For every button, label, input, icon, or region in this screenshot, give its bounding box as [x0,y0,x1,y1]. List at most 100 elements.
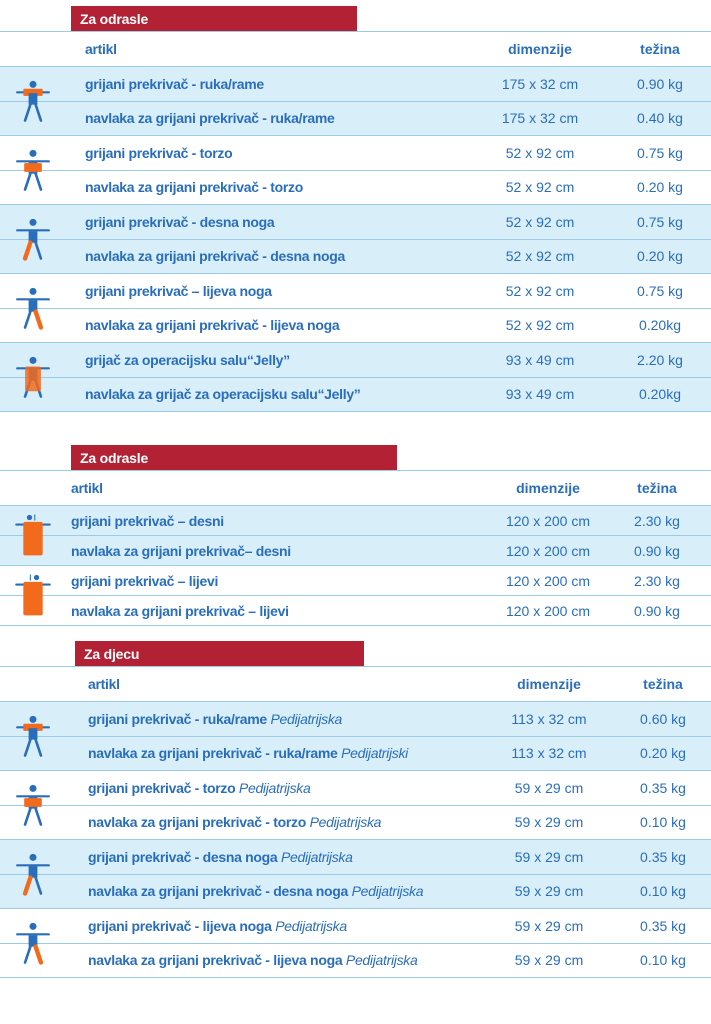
item-name: grijani prekrivač - lijeva noga Pedijatr… [88,918,347,934]
item-variant: Pedijatrijska [351,883,424,900]
table-row: navlaka za grijani prekrivač - torzo Ped… [0,806,711,840]
item-name: navlaka za grijani prekrivač– desni [71,543,291,559]
item-name-text: grijač za operacijsku salu“Jelly” [85,351,290,368]
item-weight: 0.20kg [638,386,682,403]
right-leg-body-icon [16,218,50,261]
item-name: grijani prekrivač - torzo Pedijatrijska [88,780,311,796]
item-dimensions: 52 x 92 cm [505,282,575,299]
item-weight: 2.30 kg [634,512,680,529]
table-row: navlaka za grijani prekrivač - desna nog… [0,874,711,909]
item-name: navlaka za grijani prekrivač - torzo Ped… [88,814,381,830]
item-name-text: navlaka za grijani prekrivač - lijeva no… [88,952,343,969]
item-weight: 0.40 kg [637,110,683,127]
table-row: grijani prekrivač - ruka/rame Pedijatrij… [0,702,711,737]
product-table: artikl dimenzije težina grijani prekriva… [0,666,711,978]
item-name: grijani prekrivač – desni [71,513,224,529]
section-title: Za odrasle [71,445,397,470]
item-name-text: grijani prekrivač - torzo [85,144,233,161]
header-dimenzije: dimenzije [508,41,572,57]
item-variant: Pedijatrijska [270,710,343,727]
left-leg-body-icon [16,287,50,330]
item-name: grijani prekrivač – lijeva noga [85,283,272,299]
header-dimenzije: dimenzije [516,480,580,496]
table-row: navlaka za grijani prekrivač - ruka/rame… [0,736,711,771]
item-dimensions: 52 x 92 cm [505,144,575,161]
item-name: navlaka za grijani prekrivač - desna nog… [88,883,424,900]
item-dimensions: 59 x 29 cm [514,917,584,934]
item-name: grijani prekrivač - ruka/rame [85,76,264,92]
item-name-text: navlaka za grijani prekrivač - desna nog… [85,248,346,265]
item-name: navlaka za grijani prekrivač - torzo [85,179,303,195]
item-name-text: navlaka za grijani prekrivač - ruka/rame [88,745,338,762]
item-weight: 0.75 kg [637,282,683,299]
header-dimenzije: dimenzije [517,676,581,692]
item-name-text: navlaka za grijani prekrivač - desna nog… [88,883,349,900]
item-weight: 2.30 kg [634,572,680,589]
product-group: grijani prekrivač - torzo 52 x 92 cm 0.7… [0,136,711,205]
right-leg-body-icon [16,853,50,896]
item-name: navlaka za grijani prekrivač – lijevi [71,603,289,619]
product-group: grijani prekrivač - desna noga Pedijatri… [0,840,711,909]
item-name: grijani prekrivač - torzo [85,144,233,161]
item-weight: 0.10 kg [640,814,686,831]
table-row: grijani prekrivač – lijevi 120 x 200 cm … [0,566,711,596]
item-name-text: grijani prekrivač – desni [71,512,224,529]
product-table: artikl dimenzije težina grijani prekriva… [0,470,711,626]
item-dimensions: 113 x 32 cm [511,745,587,762]
product-group: grijač za operacijsku salu“Jelly” 93 x 4… [0,343,711,412]
header-tezina: težina [637,480,677,496]
table-row: grijani prekrivač – lijeva noga 52 x 92 … [0,274,711,309]
item-dimensions: 59 x 29 cm [514,814,584,831]
side-left-body-icon [15,574,51,616]
item-dimensions: 120 x 200 cm [505,602,591,619]
product-group: grijani prekrivač – desni 120 x 200 cm 2… [0,506,711,566]
item-name-text: navlaka za grijani prekrivač - ruka/rame [85,110,335,127]
header-tezina: težina [640,41,680,57]
item-name: grijani prekrivač - desna noga [85,214,275,230]
product-group: grijani prekrivač - desna noga 52 x 92 c… [0,205,711,274]
table-row: navlaka za grijač za operacijsku salu“Je… [0,377,711,412]
item-variant: Pedijatrijska [345,952,418,969]
product-table: artikl dimenzije težina grijani prekriva… [0,31,711,412]
item-name-text: navlaka za grijač za operacijsku salu“Je… [85,386,361,403]
table-row: navlaka za grijani prekrivač - lijeva no… [0,309,711,343]
left-leg-body-icon [16,922,50,965]
item-name-text: navlaka za grijani prekrivač – lijevi [71,602,289,619]
item-dimensions: 52 x 92 cm [505,213,575,230]
item-weight: 0.10 kg [640,883,686,900]
item-dimensions: 175 x 32 cm [501,75,579,92]
item-name-text: navlaka za grijani prekrivač– desni [71,542,291,559]
side-right-body-icon [15,514,51,556]
item-weight: 0.35 kg [640,917,686,934]
item-dimensions: 113 x 32 cm [511,710,587,727]
item-name-text: grijani prekrivač - ruka/rame [85,75,264,92]
header-tezina: težina [643,676,683,692]
item-name: grijač za operacijsku salu“Jelly” [85,352,290,368]
table-row: grijani prekrivač - torzo Pedijatrijska … [0,771,711,806]
item-name: navlaka za grijani prekrivač - ruka/rame [85,110,335,127]
item-dimensions: 59 x 29 cm [514,848,584,865]
item-name-text: grijani prekrivač - lijeva noga [88,917,272,934]
item-dimensions: 52 x 92 cm [505,179,575,196]
product-group: grijani prekrivač – lijevi 120 x 200 cm … [0,566,711,626]
item-name-text: grijani prekrivač – lijevi [71,572,219,589]
product-group: grijani prekrivač - ruka/rame 175 x 32 c… [0,67,711,136]
table-header: artikl dimenzije težina [0,32,711,67]
item-dimensions: 59 x 29 cm [514,883,584,900]
item-name-text: navlaka za grijani prekrivač - torzo [85,179,303,196]
item-weight: 0.35 kg [640,848,686,865]
item-weight: 0.60 kg [640,710,686,727]
item-dimensions: 120 x 200 cm [505,542,591,559]
item-dimensions: 175 x 32 cm [501,110,579,127]
header-artikl: artikl [71,480,103,496]
item-variant: Pedijatrijska [238,779,311,796]
jelly-body-icon [16,356,50,398]
header-artikl: artikl [88,676,120,692]
table-row: navlaka za grijani prekrivač - lijeva no… [0,944,711,978]
item-weight: 0.20 kg [637,179,683,196]
item-variant: Pedijatrijska [281,848,353,865]
item-name: grijani prekrivač - ruka/rame Pedijatrij… [88,711,342,727]
item-dimensions: 59 x 29 cm [514,952,584,969]
section-title: Za odrasle [71,6,357,31]
table-row: navlaka za grijani prekrivač– desni 120 … [0,536,711,566]
